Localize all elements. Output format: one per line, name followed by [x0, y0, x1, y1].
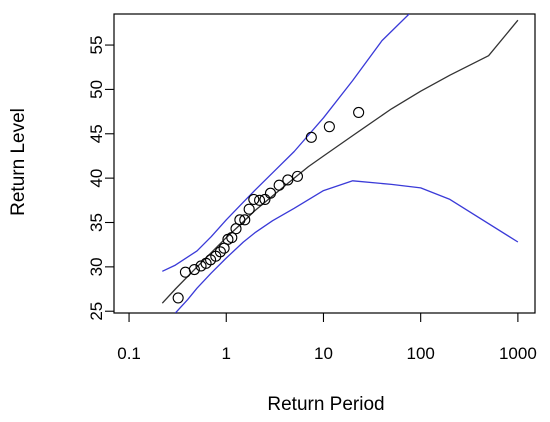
data-point	[353, 106, 365, 119]
data-point	[172, 292, 184, 304]
x-tick-label: 0.1	[117, 344, 141, 363]
y-tick-label: 40	[87, 169, 106, 188]
y-tick-label: 30	[87, 257, 106, 276]
x-axis-title: Return Period	[267, 394, 384, 415]
data-point	[195, 260, 207, 272]
y-tick-label: 25	[87, 302, 106, 321]
data-point	[239, 214, 251, 226]
data-point	[264, 187, 277, 199]
data-point	[188, 263, 200, 276]
x-tick-label: 1000	[499, 344, 537, 363]
data-point	[234, 214, 246, 226]
data-point	[273, 179, 285, 191]
data-point	[259, 193, 271, 205]
data-point	[291, 170, 304, 182]
x-tick-label: 100	[406, 344, 434, 363]
data-point	[226, 232, 238, 244]
plot-points	[172, 106, 365, 304]
data-point	[253, 194, 266, 206]
y-tick-label: 50	[87, 80, 106, 99]
x-tick-label: 10	[314, 344, 333, 363]
y-tick-label: 35	[87, 213, 106, 232]
upper-ci-line	[162, 14, 410, 272]
y-axis: 25 30 35 40 45 50 55	[87, 36, 114, 321]
data-point	[323, 121, 335, 133]
y-axis-title: Return Level	[8, 108, 29, 216]
data-point	[214, 246, 226, 258]
data-point	[243, 203, 255, 215]
data-point	[305, 131, 317, 143]
plot-lines	[161, 14, 519, 313]
x-axis: 0.1 1 10 100 1000	[117, 313, 537, 363]
data-point	[248, 193, 260, 205]
plot-frame	[113, 13, 536, 314]
y-tick-label: 55	[87, 36, 106, 55]
data-point	[282, 174, 294, 186]
x-tick-label: 1	[222, 344, 231, 363]
y-tick-label: 45	[87, 124, 106, 143]
lower-ci-line	[174, 180, 519, 313]
